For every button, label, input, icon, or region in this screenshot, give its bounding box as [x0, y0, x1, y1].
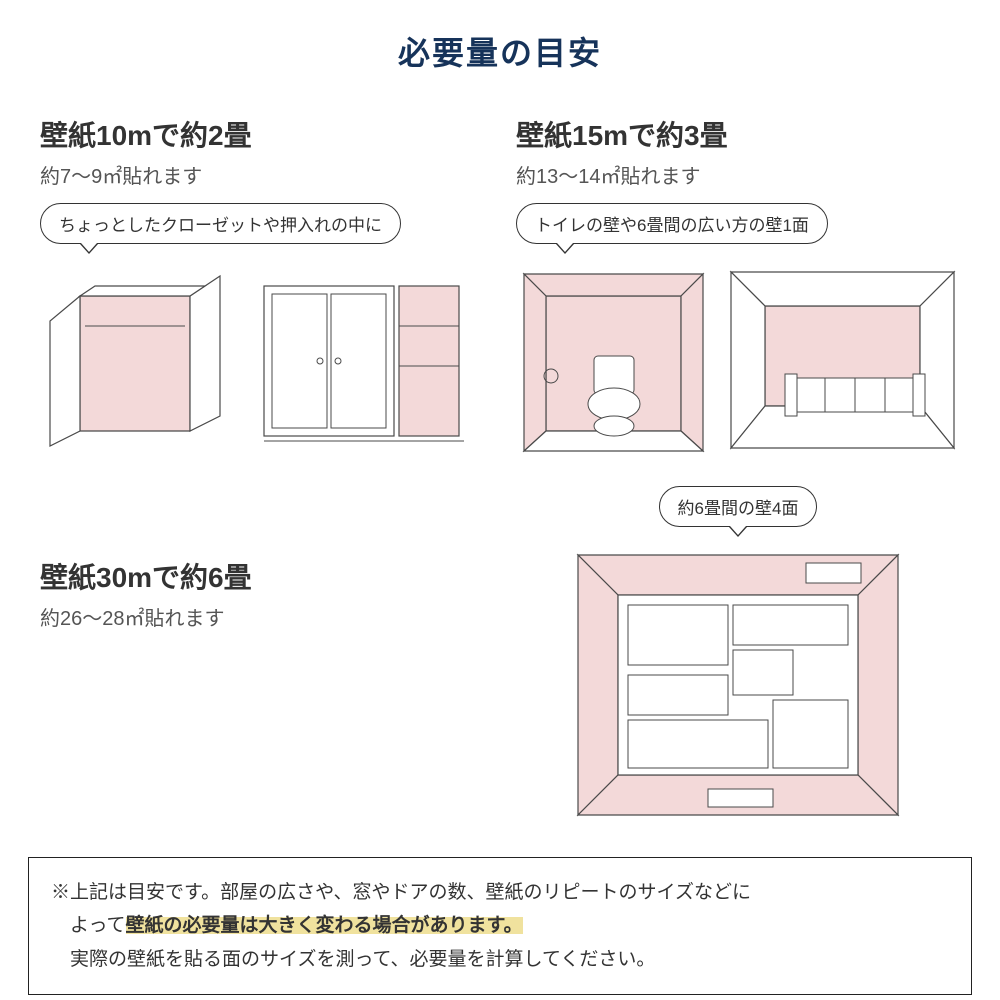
block-30m-illustration-col: 約6畳間の壁4面 [516, 486, 960, 825]
room-4walls-illustration [568, 545, 908, 825]
block-subtext: 約26〜28㎡貼れます [40, 602, 476, 631]
block-30m: 壁紙30mで約6畳 約26〜28㎡貼れます [40, 486, 476, 825]
block-subtext: 約13〜14㎡貼れます [516, 160, 960, 189]
speech-bubble: 約6畳間の壁4面 [659, 486, 818, 527]
page-title: 必要量の目安 [0, 0, 1000, 74]
note-line-2: ※よって壁紙の必要量は大きく変わる場合があります。 [51, 909, 949, 942]
illustration-row [40, 266, 476, 456]
note-line-3: ※実際の壁紙を貼る面のサイズを測って、必要量を計算してください。 [51, 943, 949, 976]
illustration-row [516, 266, 960, 456]
note-highlight: 壁紙の必要量は大きく変わる場合があります。 [126, 915, 523, 936]
closet-illustration [40, 266, 240, 456]
note-line-1: ※上記は目安です。部屋の広さや、窓やドアの数、壁紙のリピートのサイズなどに [51, 876, 949, 909]
note-line-2-pre: よって [70, 915, 125, 936]
block-heading: 壁紙30mで約6畳 [40, 556, 476, 596]
content-grid: 壁紙10mで約2畳 約7〜9㎡貼れます ちょっとしたクローゼットや押入れの中に [0, 74, 1000, 845]
block-10m: 壁紙10mで約2畳 約7〜9㎡貼れます ちょっとしたクローゼットや押入れの中に [40, 114, 476, 456]
illustration-row [516, 545, 960, 825]
room-onewall-illustration [725, 266, 960, 456]
note-box: ※上記は目安です。部屋の広さや、窓やドアの数、壁紙のリピートのサイズなどに ※よ… [28, 857, 972, 995]
block-heading: 壁紙15mで約3畳 [516, 114, 960, 154]
oshiire-illustration [254, 266, 474, 456]
block-15m: 壁紙15mで約3畳 約13〜14㎡貼れます トイレの壁や6畳間の広い方の壁1面 [516, 114, 960, 456]
block-heading: 壁紙10mで約2畳 [40, 114, 476, 154]
block-subtext: 約7〜9㎡貼れます [40, 160, 476, 189]
toilet-illustration [516, 266, 711, 456]
note-line-3-text: 実際の壁紙を貼る面のサイズを測って、必要量を計算してください。 [70, 949, 655, 970]
speech-bubble: ちょっとしたクローゼットや押入れの中に [40, 203, 401, 244]
speech-bubble: トイレの壁や6畳間の広い方の壁1面 [516, 203, 828, 244]
